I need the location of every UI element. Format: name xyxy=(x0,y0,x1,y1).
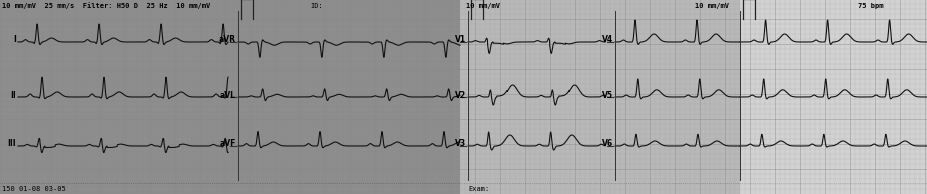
Text: V1: V1 xyxy=(455,36,466,44)
Text: II: II xyxy=(10,90,16,100)
Text: V4: V4 xyxy=(602,36,613,44)
Text: V3: V3 xyxy=(455,139,466,148)
Text: V2: V2 xyxy=(455,90,466,100)
Text: 10 mm/mV  25 mm/s  Filter: H50 D  25 Hz  10 mm/mV: 10 mm/mV 25 mm/s Filter: H50 D 25 Hz 10 … xyxy=(2,2,210,9)
Bar xyxy=(460,0,740,194)
Text: ID:: ID: xyxy=(310,3,323,9)
Text: III: III xyxy=(7,139,16,148)
Text: V6: V6 xyxy=(602,139,613,148)
Text: aVF: aVF xyxy=(220,139,236,148)
Text: 10 mm/mV: 10 mm/mV xyxy=(695,3,729,9)
Text: 10 mm/mV: 10 mm/mV xyxy=(466,3,500,9)
Text: 150 01-08 03-05: 150 01-08 03-05 xyxy=(2,186,66,192)
Text: 75 bpm: 75 bpm xyxy=(858,3,883,9)
Text: aVR: aVR xyxy=(219,36,236,44)
Text: aVL: aVL xyxy=(220,90,236,100)
Text: I: I xyxy=(13,36,16,44)
Text: Exam:: Exam: xyxy=(468,186,489,192)
Text: V5: V5 xyxy=(602,90,613,100)
Bar xyxy=(0,0,460,194)
Bar xyxy=(740,0,927,194)
